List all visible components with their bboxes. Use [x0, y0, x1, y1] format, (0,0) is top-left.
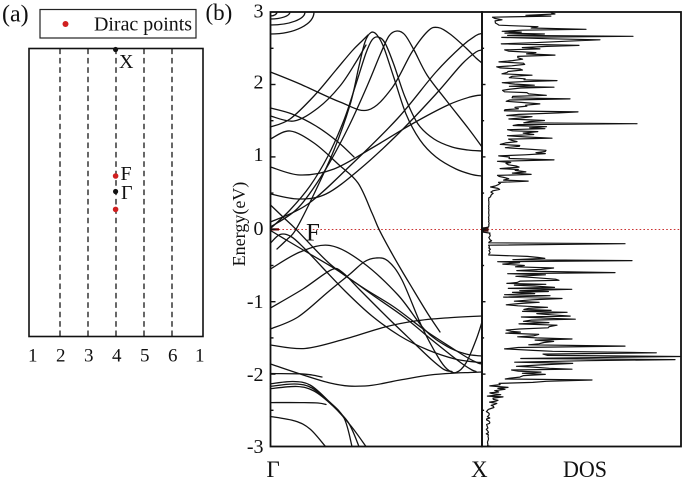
svg-text:1: 1 — [195, 346, 205, 367]
svg-text:DOS: DOS — [563, 457, 607, 479]
svg-text:2: 2 — [254, 72, 264, 94]
svg-text:4: 4 — [112, 346, 122, 367]
svg-text:Γ: Γ — [267, 457, 280, 479]
svg-text:X: X — [119, 51, 134, 73]
svg-text:1: 1 — [254, 144, 264, 166]
svg-text:6: 6 — [168, 346, 178, 367]
svg-text:-1: -1 — [247, 291, 264, 313]
svg-text:3: 3 — [84, 346, 94, 367]
svg-text:5: 5 — [140, 346, 150, 367]
svg-text:(a): (a) — [2, 2, 29, 28]
svg-text:F: F — [121, 163, 132, 185]
svg-text:(b): (b) — [206, 0, 233, 25]
svg-text:Γ: Γ — [121, 182, 133, 204]
svg-text:-2: -2 — [247, 364, 264, 386]
svg-text:X: X — [471, 457, 488, 479]
svg-text:0: 0 — [254, 218, 264, 240]
svg-text:Dirac points: Dirac points — [94, 15, 192, 36]
svg-text:3: 3 — [254, 1, 264, 23]
svg-text:F: F — [306, 220, 320, 247]
svg-text:2: 2 — [56, 346, 66, 367]
svg-text:1: 1 — [28, 346, 38, 367]
svg-text:Energy(eV): Energy(eV) — [229, 182, 250, 267]
svg-text:-3: -3 — [247, 436, 264, 458]
